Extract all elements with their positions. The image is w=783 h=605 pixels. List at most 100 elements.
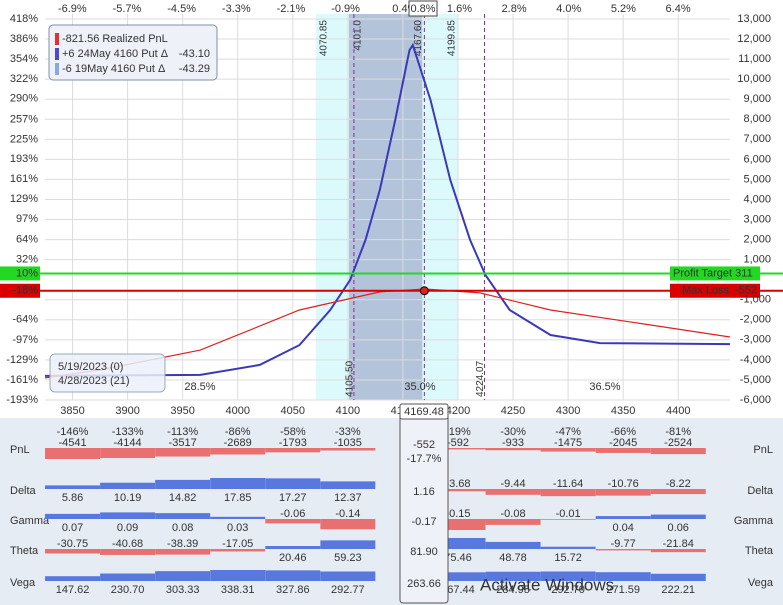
greek-value: 292.70 xyxy=(551,584,585,596)
row-label: Delta xyxy=(10,485,37,497)
greek-bar xyxy=(540,448,596,452)
band-label: 4070.85 xyxy=(318,20,329,57)
greek-value: 292.77 xyxy=(331,584,365,596)
greek-value: -3.68 xyxy=(445,478,470,490)
greek-bar xyxy=(430,519,486,530)
greek-bar xyxy=(485,571,541,581)
greek-value: 284.95 xyxy=(496,584,530,596)
band-label: 4101.0 xyxy=(353,20,364,51)
greek-value: 17.27 xyxy=(279,492,307,504)
legend-delta: -43.10 xyxy=(179,48,210,60)
y-tick-label: 3,000 xyxy=(743,213,771,225)
legend-box xyxy=(48,24,218,81)
greek-value: 10.19 xyxy=(114,492,142,504)
row-label: Theta xyxy=(745,545,774,557)
max-loss-box xyxy=(670,283,760,298)
greek-value: -3517 xyxy=(169,437,197,449)
y-tick-label: 5,000 xyxy=(743,173,771,185)
y2-tick-label: -97% xyxy=(12,334,38,346)
greek-bar xyxy=(45,448,101,459)
y-tick-label: -4,000 xyxy=(740,354,771,366)
row-label: Vega xyxy=(748,577,774,589)
current-pct-box xyxy=(408,0,438,17)
x-tick-label: 3950 xyxy=(170,405,194,417)
max-loss-pct-box xyxy=(0,283,40,298)
x-tick-label: 3850 xyxy=(60,405,84,417)
greek-value: -2045 xyxy=(609,437,637,449)
greek-bar xyxy=(540,571,596,581)
y2-tick-label: 418% xyxy=(10,13,38,25)
greek-bar xyxy=(650,514,706,519)
greek-value: -21.84 xyxy=(663,538,694,550)
max-loss-label: Max Loss xyxy=(682,285,730,297)
greek-value: 12.37 xyxy=(334,492,362,504)
profit-target-pct-box xyxy=(0,266,40,281)
y2-tick-label: 129% xyxy=(10,193,38,205)
row-label: Gamma xyxy=(10,515,50,527)
greek-value: -0.01 xyxy=(556,508,581,520)
greek-value: 327.86 xyxy=(276,584,310,596)
greek-bar xyxy=(650,448,706,455)
greek-bar xyxy=(595,549,651,551)
greek-bar xyxy=(155,549,211,555)
greek-value: -9.44 xyxy=(501,478,526,490)
expiry-label: 4/28/2023 (21) xyxy=(58,375,130,387)
x-tick-label: 4400 xyxy=(666,405,690,417)
greek-value: -30.75 xyxy=(57,538,88,550)
x2-tick-label: 4.0% xyxy=(556,3,581,15)
greek-value: 338.31 xyxy=(221,584,255,596)
y2-tick-label: 64% xyxy=(16,234,38,246)
greek-bar xyxy=(265,478,321,489)
expiry-label: 5/19/2023 (0) xyxy=(58,361,123,373)
row-label: Delta xyxy=(747,485,774,497)
y2-tick-label: 386% xyxy=(10,33,38,45)
greek-pct: -33% xyxy=(335,426,361,438)
y-tick-label: -5,000 xyxy=(740,374,771,386)
current-greek: 263.66 xyxy=(407,578,441,590)
current-greek: 81.90 xyxy=(410,546,438,558)
greek-value: 147.62 xyxy=(56,584,90,596)
greek-value: -0.08 xyxy=(501,508,526,520)
y2-tick-label: 225% xyxy=(10,133,38,145)
x2-tick-label: -0.9% xyxy=(331,3,360,15)
greek-value: -10.76 xyxy=(608,478,639,490)
greek-value: 75.46 xyxy=(444,552,472,564)
greek-bar xyxy=(430,538,486,549)
y-tick-label: 6,000 xyxy=(743,153,771,165)
greek-value: 59.23 xyxy=(334,552,362,564)
profit-target-pct-label: 10% xyxy=(16,267,38,279)
y-tick-label: -6,000 xyxy=(740,394,771,406)
greek-value: 14.82 xyxy=(169,492,197,504)
greek-bar xyxy=(45,485,101,489)
greek-bar xyxy=(210,478,266,489)
probability-label: 36.5% xyxy=(589,381,620,393)
x2-tick-label: 2.8% xyxy=(502,3,527,15)
greek-pct: -81% xyxy=(665,426,691,438)
y2-tick-label: -129% xyxy=(6,354,38,366)
greek-value: 0.04 xyxy=(612,522,633,534)
greek-value: -2524 xyxy=(664,437,692,449)
greek-bar xyxy=(430,572,486,581)
greek-value: -38.39 xyxy=(167,538,198,550)
x-tick-label: 4000 xyxy=(225,405,249,417)
y2-tick-label: 161% xyxy=(10,173,38,185)
greek-bar xyxy=(595,516,651,519)
y-tick-label: 12,000 xyxy=(737,33,771,45)
greek-bar xyxy=(595,448,651,453)
greek-bar xyxy=(45,513,101,519)
greek-value: -2689 xyxy=(224,437,252,449)
x-tick-label: 4250 xyxy=(501,405,525,417)
greek-value: -0.06 xyxy=(280,508,305,520)
current-greek: -552 xyxy=(413,439,435,451)
current-price-box xyxy=(399,403,449,420)
greek-value: 230.70 xyxy=(111,584,145,596)
greek-bar xyxy=(155,571,211,581)
x2-tick-label: -6.9% xyxy=(58,3,87,15)
y-tick-label: 11,000 xyxy=(738,53,771,65)
y-tick-label: -3,000 xyxy=(740,334,771,346)
current-price: 4169.48 xyxy=(404,406,444,418)
greek-bar xyxy=(595,489,651,496)
greek-bar xyxy=(485,541,541,549)
